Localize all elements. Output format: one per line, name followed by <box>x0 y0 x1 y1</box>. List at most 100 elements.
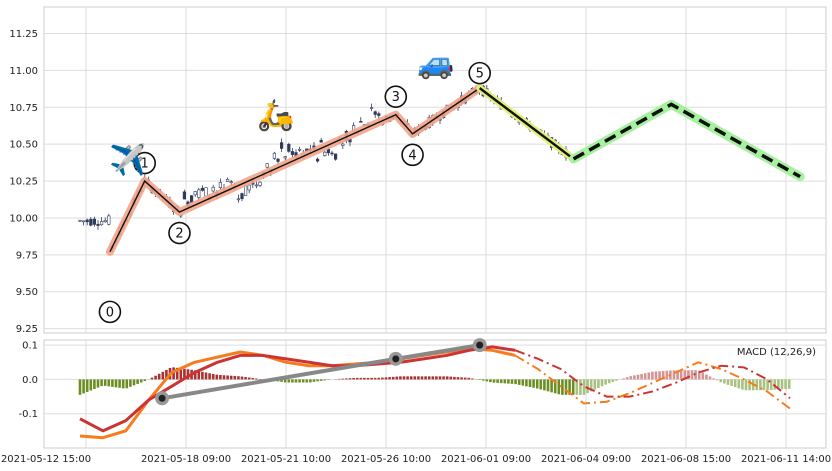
candle-body <box>279 142 284 149</box>
candle <box>265 163 269 169</box>
histogram-bar <box>478 379 481 380</box>
candle-body <box>204 187 208 197</box>
candle <box>190 194 194 203</box>
wave-label-circle <box>168 221 191 245</box>
histogram-bar <box>287 379 291 383</box>
histogram-bar <box>539 379 543 390</box>
histogram-bar <box>787 379 791 389</box>
wave-label-text: 1 <box>141 157 149 172</box>
x-tick-label: 2021-06-01 09:00 <box>441 454 531 465</box>
histogram-bar <box>712 378 715 380</box>
histogram-bar <box>201 371 204 380</box>
histogram-bar <box>471 378 474 380</box>
histogram-bar <box>208 373 211 380</box>
candle <box>218 178 223 190</box>
histogram-bar <box>240 376 244 380</box>
candle <box>182 189 187 200</box>
wave-label-1: 1 <box>133 151 156 175</box>
histogram-bar <box>521 379 525 386</box>
macd-legend: MACD (12,26,9) <box>737 347 816 358</box>
wave-label-0: 0 <box>98 300 122 324</box>
correction-line <box>478 87 575 160</box>
histogram-bar <box>579 379 582 395</box>
histogram-bar <box>294 379 298 383</box>
histogram-bar <box>204 372 208 380</box>
candle-body <box>287 143 291 152</box>
histogram-bar <box>384 377 388 380</box>
candle <box>333 153 338 161</box>
histogram-bar <box>463 377 467 380</box>
histogram-bar <box>388 377 391 380</box>
candle <box>211 184 215 193</box>
histogram-bar <box>229 375 233 380</box>
histogram-bar <box>456 377 460 380</box>
x-tick-label: 2021-05-12 15:00 <box>1 454 91 465</box>
histogram-bar <box>517 379 521 385</box>
histogram-bar <box>251 378 255 380</box>
histogram-bar <box>161 371 165 380</box>
candle-body <box>254 184 259 187</box>
candle-body <box>373 111 377 115</box>
histogram-bar <box>550 379 553 393</box>
histogram-bar <box>499 379 503 384</box>
histogram-bar <box>553 379 557 394</box>
histogram-bar <box>424 376 427 380</box>
candle-body <box>319 139 323 143</box>
candle <box>323 150 327 157</box>
price-tick-label: 10.75 <box>9 103 38 114</box>
x-tick-label: 2021-05-18 09:00 <box>141 454 231 465</box>
candle <box>226 177 230 182</box>
histogram-bar <box>777 379 780 390</box>
candle-body <box>244 185 248 196</box>
histogram-bar <box>633 375 636 380</box>
trend-marker <box>388 351 403 366</box>
histogram-bar <box>118 379 121 388</box>
histogram-bar <box>561 379 564 395</box>
histogram-bar <box>489 379 492 383</box>
histogram-bar <box>100 379 103 387</box>
histogram-bar <box>528 379 532 388</box>
candle-body <box>197 189 201 198</box>
trend-marker <box>155 391 170 406</box>
candle <box>254 180 259 189</box>
histogram-bar <box>708 376 712 380</box>
histogram-bar <box>503 379 507 384</box>
price-tick-label: 9.75 <box>16 250 38 261</box>
price-tick-label: 11.00 <box>9 66 38 77</box>
histogram-bar <box>301 379 305 383</box>
histogram-bar <box>348 378 352 380</box>
histogram-bar <box>784 379 787 389</box>
price-tick-label: 9.25 <box>16 324 38 335</box>
candle-body <box>265 163 269 168</box>
wave-label-text: 4 <box>408 148 416 163</box>
candle-body <box>92 218 96 225</box>
histogram-bar <box>406 376 409 380</box>
wave-label-circle <box>401 143 424 167</box>
histogram-bar <box>323 379 327 381</box>
histogram-bar <box>759 379 762 391</box>
candle <box>200 185 205 192</box>
candle-body <box>247 184 251 191</box>
histogram-bar <box>341 378 345 380</box>
projection-line <box>572 102 801 179</box>
wave-label-4: 4 <box>401 143 424 167</box>
histogram-bar <box>175 367 179 380</box>
macd-series-1 <box>79 345 516 433</box>
histogram-bar <box>582 379 586 395</box>
histogram-bar <box>661 370 665 380</box>
candle <box>297 146 302 152</box>
price-tick-label: 10.50 <box>9 140 38 151</box>
histogram-bar <box>715 379 719 381</box>
histogram-bar <box>89 379 93 391</box>
histogram-bar <box>143 379 147 382</box>
histogram-bar <box>291 379 294 383</box>
candle-body <box>82 220 86 223</box>
histogram-bar <box>363 377 366 380</box>
histogram-bar <box>622 378 625 380</box>
histogram-bar <box>154 375 157 380</box>
candle-body <box>323 151 327 156</box>
price-plot-area <box>43 6 827 334</box>
candle <box>82 220 86 226</box>
histogram-bar <box>651 371 654 380</box>
candle-body <box>107 215 111 225</box>
